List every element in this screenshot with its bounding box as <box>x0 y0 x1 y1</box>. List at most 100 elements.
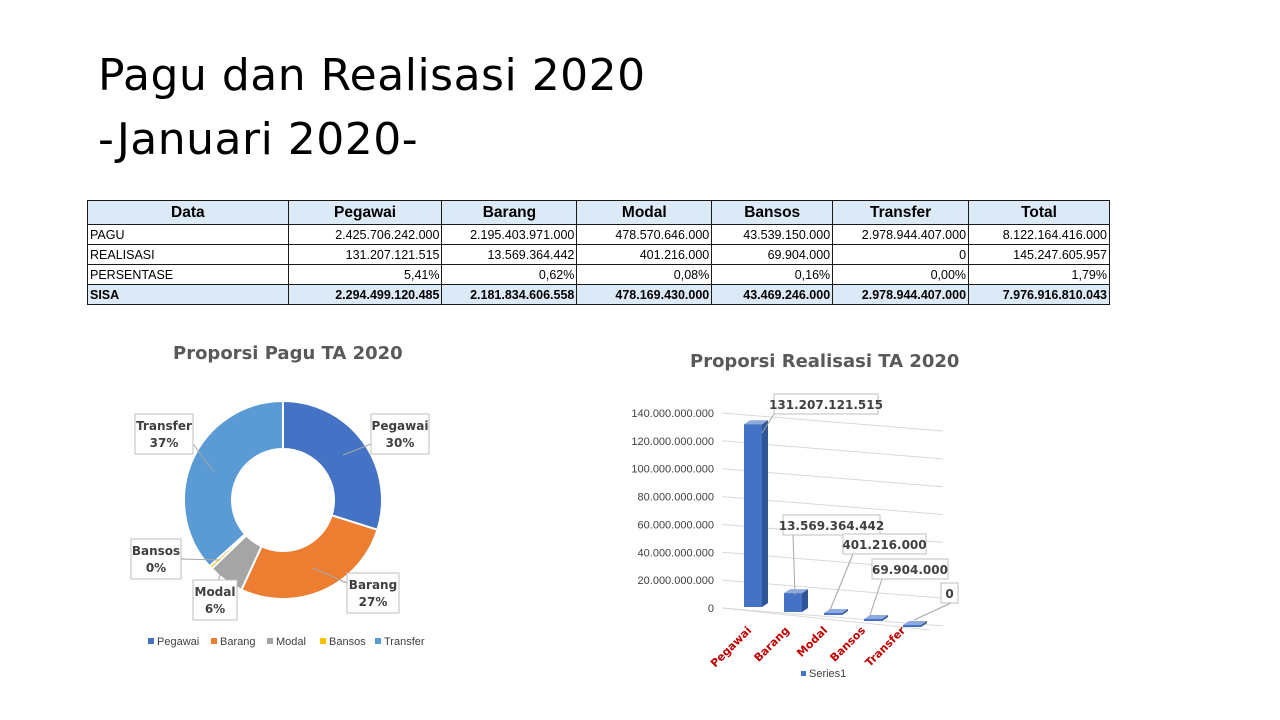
bar-data-label-transfer: 0 <box>945 587 953 601</box>
y-tick-label: 120.000.000.000 <box>631 436 714 448</box>
legend-swatch-modal <box>267 638 273 644</box>
donut-label-name-transfer: Transfer <box>136 419 192 433</box>
table-cell: 43.469.246.000 <box>711 284 834 305</box>
bar-data-label-modal: 401.216.000 <box>842 538 926 552</box>
header-barang: Barang <box>441 200 578 225</box>
donut-label-box-bansos <box>130 538 182 580</box>
table-cell: 43.539.150.000 <box>711 224 834 245</box>
budget-table: Data Pegawai Barang Modal Bansos Transfe… <box>87 200 1110 305</box>
bar-top-transfer <box>903 621 927 625</box>
donut-slice-transfer <box>183 399 284 568</box>
donut-label-name-pegawai: Pegawai <box>372 419 429 433</box>
bar-label-box-transfer <box>940 582 959 604</box>
x-category-label-transfer: Transfer <box>863 624 909 670</box>
y-tick-label: 20.000.000.000 <box>638 575 714 587</box>
bar-chart-title: Proporsi Realisasi TA 2020 <box>690 351 960 372</box>
donut-label-pct-transfer: 37% <box>150 436 179 450</box>
bar-side-bansos <box>882 615 888 621</box>
bar-leader-pegawai <box>761 413 775 434</box>
table-cell: PAGU <box>87 224 289 245</box>
legend-label-pegawai: Pegawai <box>157 636 199 648</box>
y-tick-label: 40.000.000.000 <box>638 547 714 559</box>
bar-data-label-bansos: 69.904.000 <box>872 563 948 577</box>
donut-label-box-modal <box>192 579 238 621</box>
legend-swatch-bansos <box>320 638 326 644</box>
table-cell: 2.978.944.407.000 <box>832 284 970 305</box>
legend-swatch-barang <box>211 638 217 644</box>
y-tick-label: 0 <box>708 603 714 615</box>
donut-leader-barang <box>312 567 348 584</box>
table-cell: 0,00% <box>832 264 970 285</box>
donut-label-pct-pegawai: 30% <box>386 436 415 450</box>
bar-top-pegawai <box>744 420 768 425</box>
header-pegawai: Pegawai <box>287 200 443 225</box>
donut-label-box-transfer <box>134 413 194 455</box>
y-tick-label: 60.000.000.000 <box>638 519 714 531</box>
table-cell: 401.216.000 <box>576 244 713 265</box>
bar-leader-bansos <box>869 578 883 616</box>
bar-side-barang <box>802 589 808 612</box>
table-row-realisasi: REALISASI 131.207.121.515 13.569.364.442… <box>87 244 1110 265</box>
legend-label-transfer: Transfer <box>384 636 425 648</box>
donut-label-box-barang <box>346 572 400 614</box>
donut-label-pct-bansos: 0% <box>146 561 166 575</box>
bar-side-transfer <box>921 621 927 627</box>
slide-title-line1: Pagu dan Realisasi 2020 <box>98 50 646 101</box>
header-total: Total <box>968 200 1110 225</box>
bar-leader-transfer <box>913 602 952 621</box>
bar-transfer <box>903 625 921 627</box>
x-category-label-modal: Modal <box>794 624 830 660</box>
x-category-label-bansos: Bansos <box>828 624 869 665</box>
header-modal: Modal <box>576 200 713 225</box>
table-cell: 2.978.944.407.000 <box>832 224 970 245</box>
x-category-label-pegawai: Pegawai <box>708 624 754 670</box>
bar-side-pegawai <box>762 420 768 607</box>
bar-leader-barang <box>792 534 796 596</box>
bar-label-box-pegawai <box>773 393 879 415</box>
bar-side-modal <box>842 609 848 615</box>
legend-label-bansos: Bansos <box>329 636 366 648</box>
table-header-row: Data Pegawai Barang Modal Bansos Transfe… <box>87 200 1110 225</box>
donut-slice-barang <box>240 514 379 600</box>
bar-top-bansos <box>864 615 888 619</box>
bar-data-label-barang: 13.569.364.442 <box>779 519 885 533</box>
y-tick-label: 80.000.000.000 <box>638 492 714 504</box>
legend-swatch-transfer <box>375 638 381 644</box>
legend-swatch-pegawai <box>148 638 154 644</box>
pie-chart-title: Proporsi Pagu TA 2020 <box>173 343 403 364</box>
table-cell: 478.169.430.000 <box>576 284 713 305</box>
y-tick-label: 100.000.000.000 <box>631 464 714 476</box>
donut-label-pct-modal: 6% <box>205 602 225 616</box>
bar-leader-modal <box>829 553 854 611</box>
donut-label-name-barang: Barang <box>349 578 397 592</box>
table-cell: SISA <box>87 284 289 305</box>
donut-leader-bansos <box>180 558 221 561</box>
table-cell: 2.294.499.120.485 <box>287 284 443 305</box>
bar-modal <box>824 613 842 615</box>
x-category-label-barang: Barang <box>752 624 793 665</box>
header-data: Data <box>87 200 289 225</box>
donut-label-box-pegawai <box>370 413 430 455</box>
table-cell: 2.181.834.606.558 <box>441 284 578 305</box>
legend-label-barang: Barang <box>220 636 255 648</box>
bar-label-box-modal <box>842 533 927 555</box>
bar-label-box-barang <box>782 514 881 536</box>
bar-top-barang <box>784 589 808 594</box>
bar-bansos <box>864 619 882 621</box>
bar-barang <box>784 593 802 612</box>
donut-label-pct-barang: 27% <box>359 595 388 609</box>
header-bansos: Bansos <box>711 200 834 225</box>
donut-slice-pegawai <box>282 399 383 532</box>
donut-label-name-modal: Modal <box>195 585 236 599</box>
bar-label-box-bansos <box>871 558 949 580</box>
gridline <box>721 412 944 432</box>
donut-label-name-bansos: Bansos <box>132 544 180 558</box>
y-tick-label: 140.000.000.000 <box>631 408 714 420</box>
slide-title: Pagu dan Realisasi 2020 -Januari 2020- <box>98 44 646 172</box>
table-row-sisa: SISA 2.294.499.120.485 2.181.834.606.558… <box>87 284 1110 305</box>
donut-leader-transfer <box>192 443 215 473</box>
header-transfer: Transfer <box>832 200 970 225</box>
donut-leader-pegawai <box>342 443 372 456</box>
